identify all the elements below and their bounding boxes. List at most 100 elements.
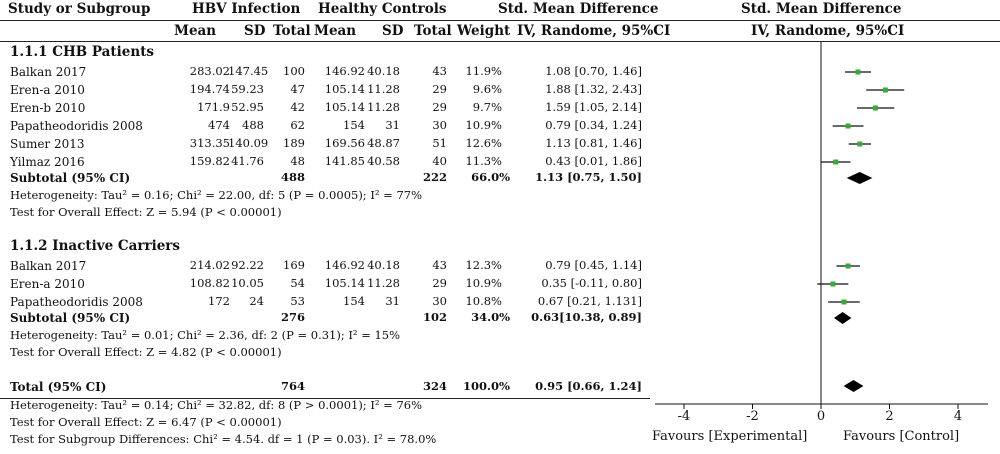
total-total1: 764 — [280, 379, 305, 393]
study-row-1-5-mean1: 313.35 — [189, 136, 230, 150]
study-row-1-3-point — [872, 105, 878, 111]
study-row-1-2-label: Eren-a 2010 — [10, 83, 85, 97]
study-row-1-5-total2: 51 — [432, 136, 447, 150]
study-row-1-1-label: Balkan 2017 — [10, 65, 87, 79]
study-row-1-4-point — [845, 123, 851, 129]
study-row-1-4-mean1: 474 — [208, 118, 230, 132]
subtotal-1-diamond — [846, 172, 873, 184]
study-row-2-2-sd1: 10.05 — [231, 276, 264, 290]
x-tick-label-0: -4 — [677, 409, 691, 424]
header-sd-2: SD — [382, 23, 404, 39]
favours-experimental-label: Favours [Experimental] — [652, 429, 808, 444]
header-bottom-rule — [0, 41, 1000, 42]
study-row-1-6-sd1: 41.76 — [231, 154, 264, 168]
study-row-1-3-label: Eren-b 2010 — [10, 101, 86, 115]
table-bottom-rule — [0, 398, 650, 399]
study-row-1-1-sd1: 147.45 — [228, 64, 269, 78]
study-row-2-1-mean1: 214.02 — [189, 258, 230, 272]
study-row-1-3-sd1: 52.95 — [231, 100, 264, 114]
header-mean-2: Mean — [314, 23, 357, 39]
study-row-1-5-ci: 1.13 [0.81, 1.46] — [545, 136, 642, 150]
study-row-2-3-sd2: 31 — [385, 294, 400, 308]
study-row-2-2-mean2: 105.14 — [324, 276, 365, 290]
study-row-2-1-sd2: 40.18 — [367, 258, 400, 272]
subtotal-1-total1: 488 — [280, 170, 305, 184]
study-row-1-6-mean2: 141.85 — [324, 154, 365, 168]
study-row-1-3-sd2: 11.28 — [367, 100, 400, 114]
study-row-2-1-point — [845, 263, 851, 269]
study-row-2-2-mean1: 108.82 — [189, 276, 230, 290]
study-row-1-2-point — [882, 87, 888, 93]
study-row-2-3-point — [841, 299, 847, 305]
study-row-1-1-sd2: 40.18 — [367, 64, 400, 78]
study-row-1-2-total2: 29 — [432, 82, 447, 96]
subgroup-1-overall-effect: Test for Overall Effect: Z = 5.94 (P < 0… — [10, 205, 282, 219]
study-row-1-5-weight: 12.6% — [465, 136, 502, 150]
header-total-1: Total — [273, 23, 311, 39]
study-row-2-3-mean1: 172 — [208, 294, 230, 308]
study-row-1-1-mean1: 283.02 — [189, 64, 230, 78]
study-row-1-1-mean2: 146.92 — [324, 64, 365, 78]
study-row-1-3-mean1: 171.9 — [197, 100, 230, 114]
study-row-2-3-total1: 53 — [290, 294, 305, 308]
study-row-2-2-label: Eren-a 2010 — [10, 277, 85, 291]
study-row-2-3-weight: 10.8% — [465, 294, 502, 308]
x-tick-label-4: 4 — [953, 409, 963, 424]
total-total2: 324 — [422, 379, 447, 393]
subgroup-differences: Test for Subgroup Differences: Chi² = 4.… — [10, 432, 437, 446]
header-sd-1: SD — [244, 23, 266, 39]
study-row-2-3-label: Papatheodoridis 2008 — [10, 295, 143, 309]
study-row-2-3-mean2: 154 — [343, 294, 365, 308]
study-row-1-6-label: Yilmaz 2016 — [10, 155, 85, 169]
study-row-1-1-weight: 11.9% — [465, 64, 502, 78]
total-ci: 0.95 [0.66, 1.24] — [535, 379, 642, 393]
subtotal-1-weight: 66.0% — [471, 170, 510, 184]
study-row-1-4-weight: 10.9% — [465, 118, 502, 132]
study-row-2-1-label: Balkan 2017 — [10, 259, 87, 273]
subgroup-1-title: 1.1.1 CHB Patients — [10, 44, 155, 60]
study-row-1-3-ci: 1.59 [1.05, 2.14] — [545, 100, 642, 114]
study-row-1-5-point — [857, 141, 863, 147]
study-row-1-6-ci: 0.43 [0.01, 1.86] — [545, 154, 642, 168]
subtotal-1-total2: 222 — [422, 170, 447, 184]
header-hbv-infection: HBV Infection — [192, 1, 301, 17]
subtotal-1-ci: 1.13 [0.75, 1.50] — [535, 170, 642, 184]
study-row-1-1-total1: 100 — [283, 64, 305, 78]
study-row-1-3-total1: 42 — [290, 100, 305, 114]
header-plot-smd: Std. Mean Difference — [741, 1, 902, 17]
study-row-2-3-sd1: 24 — [249, 294, 264, 308]
total-weight: 100.0% — [463, 379, 510, 393]
total-overall-effect: Test for Overall Effect: Z = 6.47 (P < 0… — [10, 415, 282, 429]
header-total-2: Total — [414, 23, 452, 39]
study-row-1-2-total1: 47 — [290, 82, 305, 96]
study-row-1-5-mean2: 169.56 — [324, 136, 365, 150]
study-row-1-3-weight: 9.7% — [472, 100, 502, 114]
study-row-1-3-total2: 29 — [432, 100, 447, 114]
header-weight: Weight — [457, 23, 511, 39]
study-row-1-4-label: Papatheodoridis 2008 — [10, 119, 143, 133]
header-plot-method: IV, Randome, 95%CI — [751, 23, 905, 39]
study-row-2-2-sd2: 11.28 — [367, 276, 400, 290]
subtotal-2-diamond — [834, 312, 852, 324]
study-row-1-5-sd2: 48.87 — [367, 136, 400, 150]
study-row-2-3-ci: 0.67 [0.21, 1.131] — [537, 294, 642, 308]
study-row-2-1-sd1: 92.22 — [231, 258, 264, 272]
study-row-1-4-sd2: 31 — [385, 118, 400, 132]
study-row-1-2-sd2: 11.28 — [367, 82, 400, 96]
study-row-1-5-label: Sumer 2013 — [10, 137, 85, 151]
header-smd: Std. Mean Difference — [498, 1, 659, 17]
study-row-2-1-weight: 12.3% — [465, 258, 502, 272]
study-row-2-2-total2: 29 — [432, 276, 447, 290]
study-row-1-4-total2: 30 — [432, 118, 447, 132]
header-study: Study or Subgroup — [8, 1, 151, 17]
study-row-1-6-point — [833, 159, 839, 165]
study-row-2-2-weight: 10.9% — [465, 276, 502, 290]
x-tick-label-1: -2 — [746, 409, 759, 424]
study-row-1-1-point — [855, 69, 861, 75]
study-row-1-2-weight: 9.6% — [472, 82, 502, 96]
study-row-1-6-total1: 48 — [290, 154, 305, 168]
study-row-2-1-total1: 169 — [283, 258, 305, 272]
header-healthy-controls: Healthy Controls — [318, 1, 447, 17]
favours-control-label: Favours [Control] — [843, 429, 960, 444]
